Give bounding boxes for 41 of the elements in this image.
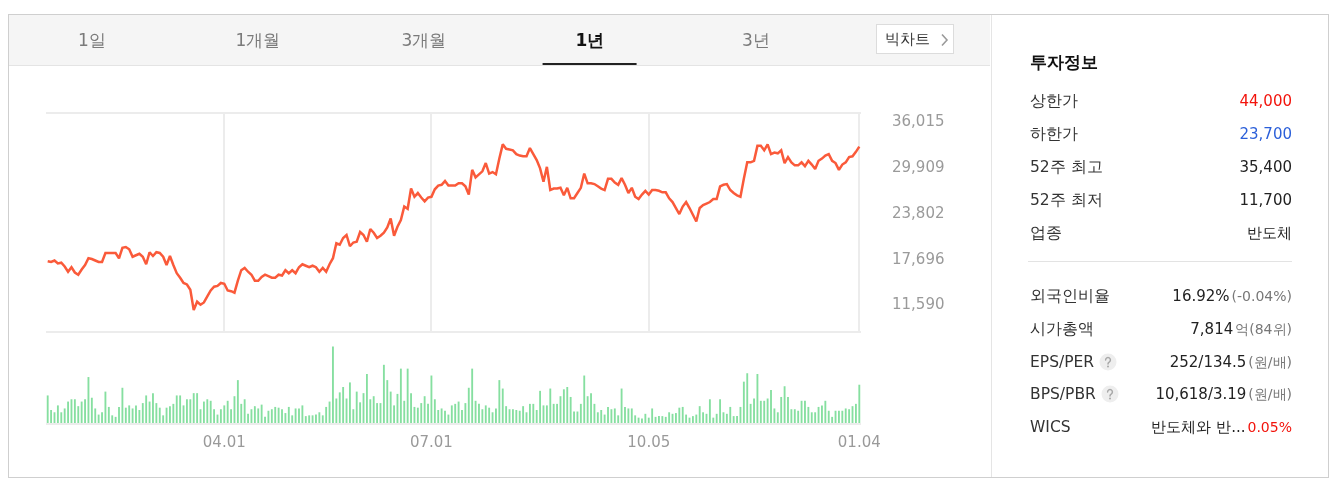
y-tick-label: 36,015 <box>892 112 945 131</box>
category-label: 52주 최저 <box>1030 190 1103 210</box>
x-tick-label: 07.01 <box>409 433 453 451</box>
text: 1년 <box>575 30 605 50</box>
text: 23,700 <box>1239 124 1292 144</box>
text: 1일 <box>78 30 106 50</box>
y-tick-label: 29,909 <box>892 158 945 177</box>
link-button: 빅차트 <box>876 24 954 54</box>
x-tick-label: 04.01 <box>202 433 246 451</box>
category-label: BPS/PBR <box>1030 384 1096 405</box>
category-label: 업종 <box>1030 223 1062 243</box>
category-label: WICS <box>1030 417 1071 438</box>
text: 35,400 <box>1239 157 1292 177</box>
text: (-0.04%) <box>1231 288 1292 304</box>
y-tick-label: 17,696 <box>892 249 945 268</box>
category-label: 52주 최고 <box>1030 157 1103 177</box>
category-label: 시가총액 <box>1030 318 1094 339</box>
text: (원/배) <box>1248 386 1292 403</box>
category-label: EPS/PER <box>1030 351 1095 372</box>
text: 투자정보 <box>1030 51 1098 73</box>
y-tick-label: 11,590 <box>892 295 945 314</box>
text: 44,000 <box>1239 91 1292 111</box>
text: 3년 <box>742 30 770 50</box>
text: 1개월 <box>235 30 281 50</box>
text: 반도체 <box>1247 223 1292 243</box>
text: (원/배) <box>1248 353 1292 370</box>
text: 3개월 <box>401 30 447 50</box>
text: 반도체와 반... <box>1151 417 1246 438</box>
x-tick-label: 10.05 <box>627 433 671 451</box>
x-tick-label: 01.04 <box>837 433 881 451</box>
y-tick-label: 23,802 <box>892 203 945 222</box>
text: 7,814 <box>1190 318 1234 339</box>
text: 0.05% <box>1247 419 1292 436</box>
category-label: 외국인비율 <box>1030 286 1110 306</box>
category-label: 상한가 <box>1030 91 1078 111</box>
text: 억(84위) <box>1235 320 1292 337</box>
text: 252/134.5 <box>1169 351 1247 372</box>
text: 11,700 <box>1239 190 1292 210</box>
text: 16.92% <box>1172 286 1230 306</box>
text: 10,618/3.19 <box>1155 384 1247 405</box>
category-label: 하한가 <box>1030 124 1078 144</box>
